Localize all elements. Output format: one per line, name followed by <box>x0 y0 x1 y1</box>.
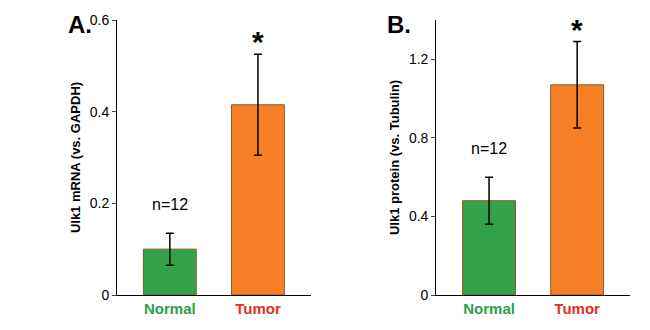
svg-text:0.8: 0.8 <box>409 130 429 146</box>
svg-text:0.2: 0.2 <box>90 195 110 211</box>
svg-text:B.: B. <box>387 11 411 38</box>
svg-text:0.4: 0.4 <box>90 104 110 120</box>
svg-text:n=12: n=12 <box>152 196 188 213</box>
svg-text:Tumor: Tumor <box>554 300 600 317</box>
svg-text:A.: A. <box>68 11 92 38</box>
svg-text:Normal: Normal <box>144 300 196 317</box>
svg-text:*: * <box>571 13 583 46</box>
svg-text:Ulk1 mRNA (vs. GAPDH): Ulk1 mRNA (vs. GAPDH) <box>68 82 83 233</box>
svg-text:*: * <box>252 25 264 58</box>
svg-text:Ulk1 protein (vs. Tubulin): Ulk1 protein (vs. Tubulin) <box>387 80 402 235</box>
svg-text:Tumor: Tumor <box>235 300 281 317</box>
svg-text:0: 0 <box>101 287 109 303</box>
svg-text:0.4: 0.4 <box>409 208 429 224</box>
svg-text:Normal: Normal <box>463 300 515 317</box>
svg-text:0: 0 <box>421 287 429 303</box>
svg-text:n=12: n=12 <box>471 140 507 157</box>
svg-text:1.2: 1.2 <box>409 51 429 67</box>
svg-text:0.6: 0.6 <box>90 12 110 28</box>
